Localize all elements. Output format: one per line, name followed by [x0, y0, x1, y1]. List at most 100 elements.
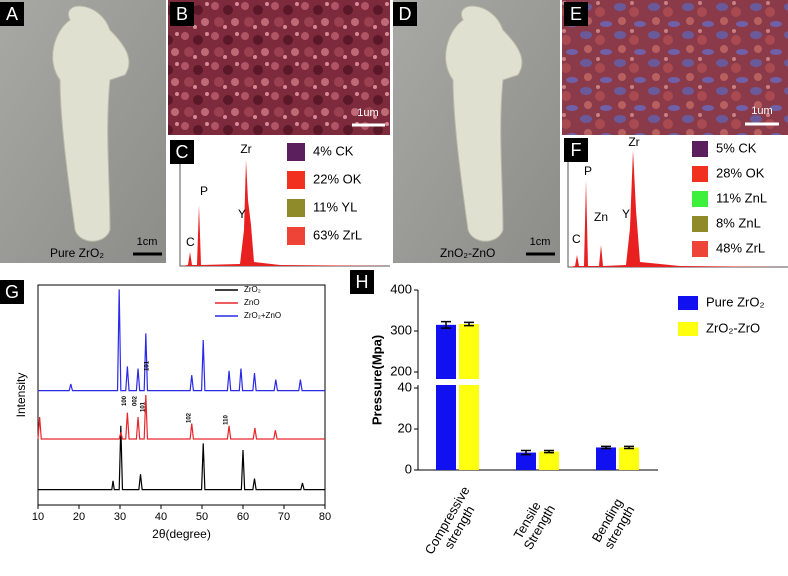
- x-tick-label: 30: [114, 511, 126, 523]
- panel-letter: F: [571, 140, 582, 160]
- panel-letter: C: [176, 142, 189, 162]
- x-tick-label: 40: [155, 511, 167, 523]
- peak-index: 100: [122, 395, 128, 406]
- peak-label: P: [584, 164, 592, 178]
- x-tick-label: 10: [32, 511, 44, 523]
- error-bar: [521, 449, 531, 456]
- bar: [539, 451, 559, 470]
- error-bar: [601, 445, 611, 450]
- panel-letter: D: [399, 4, 412, 24]
- panel-letter-box: [564, 138, 588, 162]
- y-tick-label: 20: [398, 420, 412, 435]
- legend-swatch: [692, 241, 708, 257]
- panel-letter-box: [350, 270, 374, 294]
- bone: [52, 5, 130, 242]
- peak-label: Zr: [628, 135, 639, 149]
- peak-label: Y: [622, 207, 630, 221]
- peak-index: 102: [186, 412, 192, 423]
- peak-label: Zr: [240, 142, 251, 156]
- legend-label: ZrO₂-ZrO: [706, 320, 760, 335]
- legend-swatch: [692, 216, 708, 232]
- xrd-line: [38, 425, 325, 491]
- legend-label: 22% OK: [313, 171, 362, 186]
- sem-e: [562, 0, 788, 135]
- y-axis-label: Pressure(Mpa): [369, 335, 384, 425]
- peak-label: C: [572, 232, 581, 246]
- bar: [516, 452, 536, 470]
- bar: [436, 324, 456, 470]
- x-axis-label: 2θ(degree): [152, 527, 211, 541]
- error-bar: [544, 449, 554, 454]
- xrd-line: [37, 394, 325, 440]
- x-tick-label: 50: [196, 511, 208, 523]
- caption: Pure ZrO₂: [50, 246, 104, 260]
- bar: [596, 447, 616, 470]
- legend-label: 5% CK: [716, 140, 757, 155]
- x-tick-label: 80: [319, 511, 331, 523]
- error-bar: [441, 320, 451, 329]
- peak-label: P: [200, 184, 208, 198]
- caption: ZnO₂-ZnO: [440, 246, 495, 260]
- legend-label: Pure ZrO₂: [706, 294, 765, 309]
- panel-letter: E: [570, 4, 582, 24]
- panel-letter: A: [6, 4, 18, 24]
- error-bar: [464, 321, 474, 327]
- peak-index: 110: [224, 415, 230, 425]
- panel-letter: G: [5, 282, 19, 302]
- axis-break: [412, 379, 492, 385]
- panel-letter: H: [356, 272, 369, 292]
- peak-index: 002: [133, 395, 139, 406]
- legend-swatch: [678, 296, 698, 310]
- y-tick-label: 400: [390, 281, 412, 296]
- legend-label: 28% OK: [716, 165, 765, 180]
- y-tick-label: 0: [405, 461, 412, 476]
- panel-letter-box: [0, 2, 24, 26]
- panel-letter-box: [0, 280, 24, 304]
- legend-swatch: [287, 143, 305, 161]
- scale-label: 1cm: [137, 236, 158, 248]
- peak-label: Zn: [594, 210, 608, 224]
- legend-label: 48% ZrL: [716, 240, 765, 255]
- sem-b: [168, 0, 390, 135]
- peak-index: 101: [145, 360, 151, 371]
- legend-swatch: [692, 141, 708, 157]
- panel-letter-box: [564, 2, 588, 26]
- x-tick-label: 20: [73, 511, 85, 523]
- panel-letter-box: [393, 2, 417, 26]
- bone: [445, 5, 523, 242]
- legend-label: ZnO: [244, 298, 260, 307]
- panel-letter-box: [170, 140, 194, 164]
- legend-label: ZrO₂: [244, 285, 261, 294]
- legend-label: ZrO₂+ZnO: [244, 311, 281, 320]
- scale-label: 1um: [751, 105, 772, 117]
- legend-swatch: [678, 322, 698, 336]
- scale-label: 1cm: [530, 236, 551, 248]
- bar: [459, 324, 479, 470]
- legend-label: 4% CK: [313, 143, 354, 158]
- eds-f: [562, 135, 788, 275]
- x-tick-label: 60: [237, 511, 249, 523]
- y-tick-label: 200: [390, 363, 412, 378]
- error-bar: [624, 445, 634, 450]
- legend-label: 11% ZnL: [716, 190, 767, 205]
- bar: [619, 447, 639, 470]
- scale-label: 1um: [357, 107, 378, 119]
- peak-label: C: [186, 235, 195, 249]
- y-tick-label: 40: [398, 379, 412, 394]
- legend-label: 11% YL: [313, 199, 357, 214]
- peak-label: Y: [238, 207, 246, 221]
- xrd-line: [38, 289, 325, 392]
- eds-c: [168, 135, 390, 275]
- panel-letter: B: [176, 4, 188, 24]
- plot-frame: [37, 284, 326, 506]
- legend-swatch: [287, 199, 305, 217]
- legend-label: 8% ZnL: [716, 215, 761, 230]
- legend-label: 63% ZrL: [313, 227, 362, 242]
- legend-swatch: [287, 171, 305, 189]
- x-tick-label: 70: [278, 511, 290, 523]
- peak-index: 101: [140, 401, 146, 412]
- panel-letter-box: [170, 2, 194, 26]
- legend-swatch: [692, 191, 708, 207]
